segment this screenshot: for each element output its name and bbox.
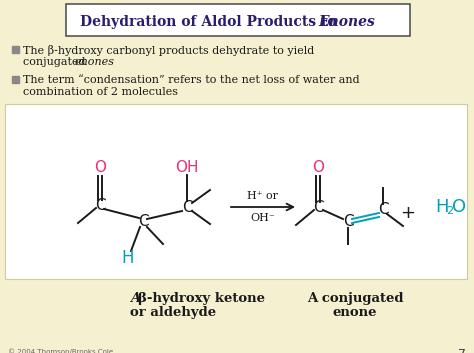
Text: O: O: [94, 160, 106, 174]
Text: O: O: [312, 160, 324, 174]
Text: OH: OH: [175, 160, 199, 174]
Text: H: H: [122, 249, 134, 267]
Text: A: A: [130, 292, 140, 305]
Text: C: C: [378, 203, 388, 217]
Text: A conjugated: A conjugated: [307, 292, 403, 305]
Text: Dehydration of Aldol Products to: Dehydration of Aldol Products to: [80, 15, 341, 29]
Bar: [12, 46, 19, 53]
FancyBboxPatch shape: [66, 4, 410, 36]
Text: enone: enone: [333, 306, 377, 319]
Text: The β-hydroxy carbonyl products dehydrate to yield: The β-hydroxy carbonyl products dehydrat…: [23, 45, 314, 56]
Text: H⁺ or: H⁺ or: [247, 191, 279, 201]
Text: The term “condensation” refers to the net loss of water and: The term “condensation” refers to the ne…: [23, 75, 360, 85]
Text: C: C: [313, 199, 323, 215]
Text: combination of 2 molecules: combination of 2 molecules: [23, 87, 178, 97]
Text: Enones: Enones: [318, 15, 375, 29]
Text: +: +: [401, 204, 416, 222]
Text: β-hydroxy ketone: β-hydroxy ketone: [138, 292, 265, 305]
Text: H: H: [435, 198, 448, 216]
Text: or aldehyde: or aldehyde: [130, 306, 216, 319]
Text: C: C: [343, 215, 353, 229]
Text: C: C: [182, 199, 192, 215]
Text: 7: 7: [458, 348, 466, 353]
Text: C: C: [95, 197, 105, 213]
Text: enones: enones: [75, 57, 115, 67]
Text: C: C: [137, 215, 148, 229]
Bar: [12, 76, 19, 83]
Text: OH⁻: OH⁻: [251, 213, 275, 223]
FancyBboxPatch shape: [5, 104, 467, 279]
Text: O: O: [452, 198, 466, 216]
Text: 2: 2: [446, 206, 453, 216]
Text: © 2004 Thomson/Brooks Cole: © 2004 Thomson/Brooks Cole: [8, 348, 113, 353]
Text: conjugated: conjugated: [23, 57, 89, 67]
